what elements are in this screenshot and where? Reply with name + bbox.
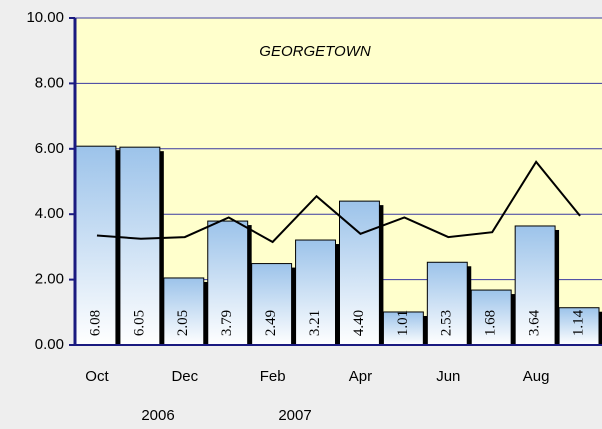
value-label: 3.21 bbox=[307, 310, 323, 336]
value-label: 6.05 bbox=[131, 310, 147, 336]
y-tick-label: 2.00 bbox=[35, 271, 64, 288]
y-tick-label: 0.00 bbox=[35, 336, 64, 353]
year-label: 2006 bbox=[141, 407, 174, 424]
y-tick-label: 4.00 bbox=[35, 205, 64, 222]
value-label: 2.49 bbox=[263, 310, 279, 336]
x-tick-label: Feb bbox=[260, 368, 286, 385]
y-tick-label: 6.00 bbox=[35, 140, 64, 157]
bar bbox=[514, 225, 556, 346]
x-tick-label: Aug bbox=[523, 368, 550, 385]
y-tick-label: 8.00 bbox=[35, 74, 64, 91]
x-tick-label: Oct bbox=[85, 368, 109, 385]
value-label: 2.05 bbox=[175, 310, 191, 336]
bar bbox=[470, 289, 512, 346]
bar bbox=[75, 145, 117, 346]
value-label: 6.08 bbox=[87, 310, 103, 336]
bar bbox=[207, 220, 249, 346]
line bbox=[96, 160, 581, 244]
x-tick-label: Jun bbox=[436, 368, 460, 385]
bar bbox=[119, 146, 161, 346]
year-label: 2007 bbox=[278, 407, 311, 424]
value-label: 3.64 bbox=[527, 309, 543, 336]
value-label: 3.79 bbox=[219, 310, 235, 336]
chart-title: GEORGETOWN bbox=[259, 43, 371, 60]
bar bbox=[339, 200, 380, 346]
bar bbox=[251, 263, 293, 346]
value-label: 1.68 bbox=[483, 310, 499, 336]
x-tick-label: Apr bbox=[349, 368, 372, 385]
bar bbox=[295, 239, 337, 346]
value-label: 1.01 bbox=[395, 310, 411, 336]
value-label: 4.40 bbox=[351, 310, 367, 336]
value-label: 1.14 bbox=[570, 309, 586, 336]
value-label: 2.53 bbox=[439, 310, 455, 336]
bar bbox=[382, 311, 424, 346]
bar bbox=[426, 261, 468, 346]
x-tick-label: Dec bbox=[171, 368, 198, 385]
bar bbox=[163, 277, 205, 346]
y-tick-label: 10.00 bbox=[26, 9, 64, 26]
